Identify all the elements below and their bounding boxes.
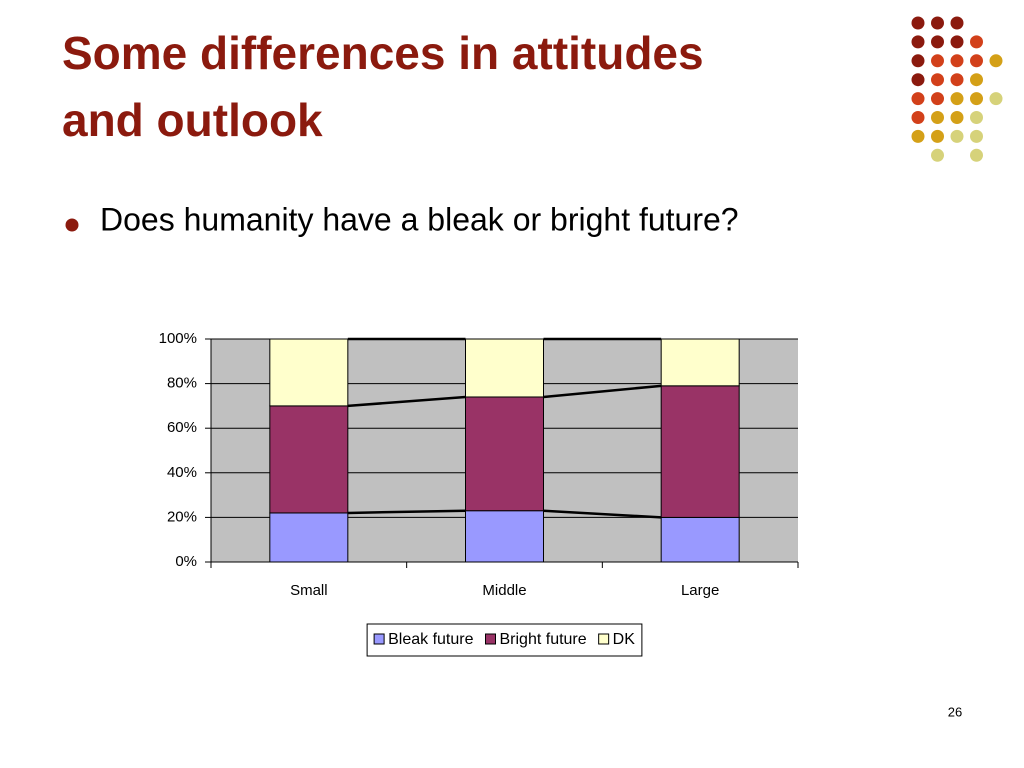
bar-segment (660, 338, 740, 387)
dot (931, 54, 944, 68)
dot (911, 54, 925, 68)
y-tick-label: 80% (167, 375, 197, 392)
y-tick-label: 60% (167, 419, 197, 436)
y-tick-label: 100% (159, 330, 197, 347)
legend-box (366, 623, 643, 657)
slide-number: 26 (948, 704, 962, 719)
slide-title: Some differences in attitudes (62, 27, 704, 79)
y-tick-label: 20% (167, 508, 197, 525)
legend-swatch (598, 633, 610, 645)
dot (970, 73, 983, 87)
dot (931, 129, 944, 143)
dot (970, 129, 983, 143)
dot (950, 54, 964, 68)
dot (911, 16, 925, 30)
x-tick-label: Small (290, 582, 328, 599)
dot (911, 73, 925, 87)
y-tick-label: 0% (175, 553, 197, 570)
dot (911, 92, 925, 106)
series-line (347, 509, 466, 515)
dot (931, 16, 944, 30)
bar-segment (465, 338, 544, 398)
dot (931, 35, 944, 49)
bullet-dot (65, 218, 79, 232)
dot (970, 35, 983, 49)
dot (950, 73, 964, 87)
dot (911, 35, 925, 49)
bar-segment (269, 405, 349, 514)
legend-label: Bleak future (388, 631, 473, 648)
bullet-text: Does humanity have a bleak or bright fut… (100, 201, 739, 237)
bar-segment (465, 510, 544, 563)
slide-title: and outlook (62, 94, 323, 146)
decoration (911, 16, 1003, 162)
dot (911, 111, 925, 124)
series-line (543, 384, 662, 399)
dot (931, 111, 944, 124)
bar-segment (660, 385, 740, 518)
series-line (543, 509, 662, 519)
x-tick-label: Large (681, 582, 719, 599)
dot (931, 148, 944, 162)
chart: 0% 20% 40% 60% 80% 100% Small Middle Large Bleak … (159, 330, 799, 657)
dot (989, 92, 1003, 106)
series-line (347, 395, 466, 408)
dot (950, 129, 964, 143)
legend: Bleak future Bright future DK (366, 623, 643, 657)
dot (970, 111, 983, 124)
dot (950, 16, 964, 30)
dot (989, 54, 1003, 68)
legend-swatch (373, 633, 385, 645)
dot (970, 148, 983, 162)
bar-segment (269, 512, 349, 563)
dot (950, 111, 964, 124)
dot (931, 92, 944, 106)
dot (911, 129, 925, 143)
legend-swatch (485, 633, 496, 645)
dot (970, 92, 983, 106)
legend-label: Bright future (500, 631, 587, 648)
x-tick-label: Middle (482, 582, 526, 599)
dot (970, 54, 983, 68)
dot (931, 73, 944, 87)
y-tick-label: 40% (167, 464, 197, 481)
bar-segment (269, 338, 349, 407)
bar-segment (660, 516, 740, 563)
dot (950, 35, 964, 49)
dot (950, 92, 964, 106)
legend-label: DK (613, 631, 636, 648)
bar-segment (465, 396, 544, 512)
